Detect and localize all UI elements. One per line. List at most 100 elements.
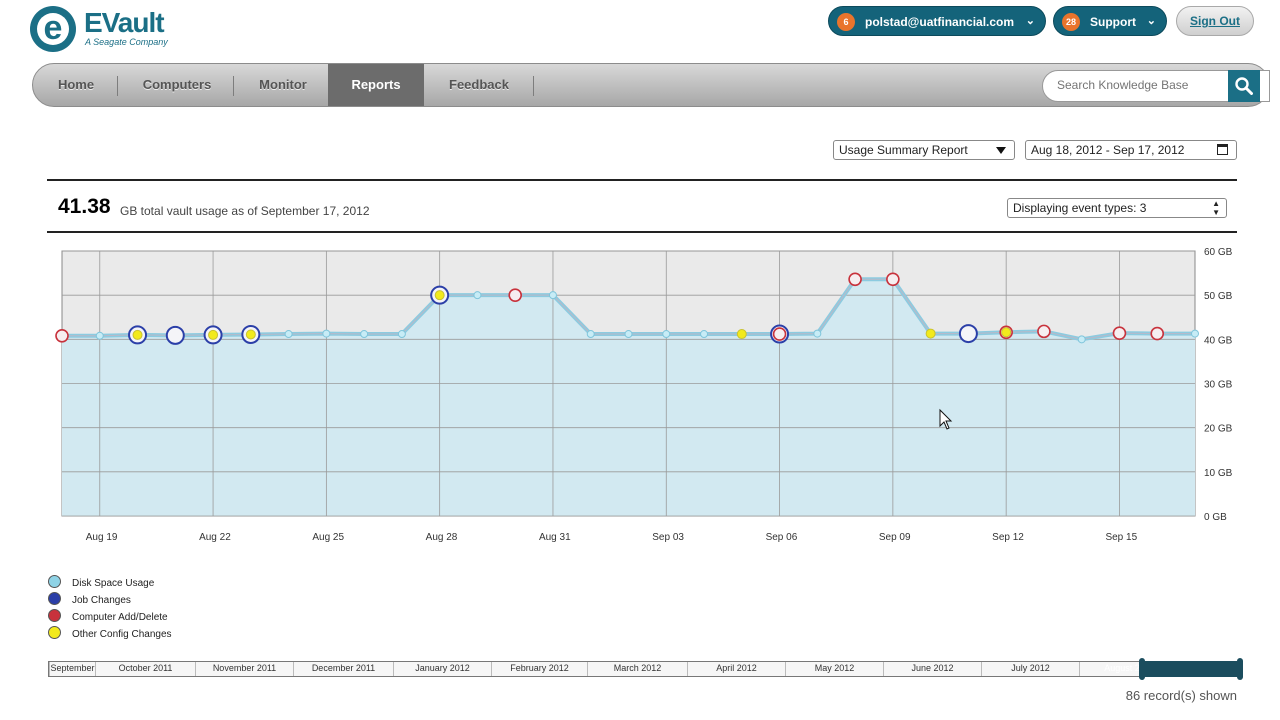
data-point <box>700 330 709 339</box>
computer-add-delete-marker <box>1037 324 1051 339</box>
records-count: 86 record(s) shown <box>1125 688 1237 703</box>
report-type-value: Usage Summary Report <box>839 143 968 157</box>
computer-add-delete-marker <box>848 272 862 287</box>
legend-swatch <box>48 592 61 605</box>
legend-label: Computer Add/Delete <box>72 612 168 623</box>
search-button[interactable] <box>1228 70 1260 102</box>
user-notification-badge: 6 <box>837 13 855 31</box>
caret-down-icon <box>996 147 1006 154</box>
user-email: polstad@uatfinancial.com <box>865 15 1015 29</box>
data-point <box>624 330 633 339</box>
timeline-selected-window[interactable] <box>1142 661 1242 677</box>
legend-label: Job Changes <box>72 595 131 606</box>
data-point <box>548 291 557 300</box>
total-usage-caption: GB total vault usage as of September 17,… <box>120 204 370 218</box>
timeline-month-label: October 2011 <box>95 662 195 676</box>
data-point <box>813 329 822 338</box>
nav-item-feedback[interactable]: Feedback <box>449 77 509 92</box>
search-icon <box>1235 77 1253 95</box>
timeline-month-label: September <box>49 662 95 676</box>
event-types-value: Displaying event types: 3 <box>1013 201 1147 215</box>
timeline-month-label: January 2012 <box>393 662 491 676</box>
nav-separator <box>117 76 118 96</box>
x-tick-label: Aug 31 <box>539 532 571 543</box>
search-input[interactable] <box>1057 78 1227 92</box>
x-tick-label: Aug 28 <box>426 532 458 543</box>
data-point <box>322 329 331 338</box>
legend-swatch <box>48 575 61 588</box>
computer-add-delete-marker <box>1150 326 1165 341</box>
timeline-left-handle[interactable] <box>1139 658 1145 680</box>
timeline-month-label: June 2012 <box>883 662 981 676</box>
timeline-month-label: August 2012 <box>1079 662 1179 676</box>
x-tick-label: Sep 03 <box>652 532 684 543</box>
y-tick-label: 50 GB <box>1204 291 1233 302</box>
computer-add-delete-marker <box>508 288 523 302</box>
y-tick-label: 60 GB <box>1204 247 1233 258</box>
computer-add-delete-marker <box>886 272 900 287</box>
data-point <box>397 330 406 339</box>
x-tick-label: Sep 09 <box>879 532 911 543</box>
computer-add-delete-marker <box>55 328 69 343</box>
y-tick-label: 40 GB <box>1204 335 1233 346</box>
brand-name: EVault <box>84 7 165 38</box>
legend-label: Disk Space Usage <box>72 578 155 589</box>
mouse-cursor-icon <box>939 408 953 430</box>
y-tick-label: 10 GB <box>1204 468 1233 479</box>
report-type-select[interactable]: Usage Summary Report <box>833 140 1015 160</box>
divider <box>47 179 1237 181</box>
timeline-right-handle[interactable] <box>1237 658 1243 680</box>
nav-item-computers[interactable]: Computers <box>142 77 212 92</box>
y-tick-label: 20 GB <box>1204 424 1233 435</box>
x-tick-label: Sep 06 <box>766 532 798 543</box>
nav-separator <box>533 76 534 96</box>
data-point <box>95 331 104 340</box>
nav-item-home[interactable]: Home <box>57 77 95 92</box>
total-usage-value: 41.38 <box>58 195 111 218</box>
data-point <box>586 330 595 339</box>
event-types-select[interactable]: Displaying event types: 3 ▲ ▼ <box>1007 198 1227 218</box>
computer-add-delete-marker <box>772 327 787 341</box>
job-change-marker <box>958 324 978 344</box>
x-tick-label: Aug 22 <box>199 532 231 543</box>
config-change-marker <box>1001 327 1012 338</box>
x-tick-label: Sep 12 <box>992 532 1024 543</box>
config-change-marker <box>434 290 445 301</box>
legend-swatch <box>48 609 61 622</box>
brand-tagline: A Seagate Company <box>85 37 168 47</box>
job-change-marker <box>165 325 185 345</box>
legend-label: Other Config Changes <box>72 629 172 640</box>
date-range-value: Aug 18, 2012 - Sep 17, 2012 <box>1031 143 1185 157</box>
timeline-month-label: April 2012 <box>687 662 785 676</box>
x-tick-label: Sep 15 <box>1105 532 1137 543</box>
timeline-month-label: November 2011 <box>195 662 293 676</box>
updown-arrows-icon: ▲ ▼ <box>1212 199 1220 217</box>
timeline-month-label: March 2012 <box>587 662 687 676</box>
divider <box>47 231 1237 233</box>
nav-item-reports[interactable]: Reports <box>328 64 424 106</box>
date-range-picker[interactable]: Aug 18, 2012 - Sep 17, 2012 <box>1025 140 1237 160</box>
evault-logo-mark: e <box>30 6 76 52</box>
sign-out-button[interactable]: Sign Out <box>1176 6 1254 36</box>
x-tick-label: Aug 25 <box>312 532 344 543</box>
usage-area <box>62 279 1195 516</box>
timeline-month-label: February 2012 <box>491 662 587 676</box>
data-point <box>1191 329 1199 338</box>
support-notification-badge: 28 <box>1062 13 1080 31</box>
support-menu-button[interactable]: 28 Support ⌄ <box>1053 6 1167 36</box>
timeline-month-label: May 2012 <box>785 662 883 676</box>
user-menu-button[interactable]: 6 polstad@uatfinancial.com ⌄ <box>828 6 1046 36</box>
evault-logo[interactable]: e EVault A Seagate Company <box>30 6 180 52</box>
x-tick-label: Aug 19 <box>86 532 118 543</box>
chevron-down-icon: ⌄ <box>1025 15 1035 27</box>
legend-swatch <box>48 626 61 639</box>
timeline-month-label: July 2012 <box>981 662 1079 676</box>
config-change-marker <box>132 329 143 340</box>
data-point <box>473 291 482 300</box>
data-point <box>662 330 671 339</box>
calendar-icon <box>1217 144 1228 155</box>
nav-item-monitor[interactable]: Monitor <box>259 77 307 92</box>
timeline-month-label: December 2011 <box>293 662 393 676</box>
